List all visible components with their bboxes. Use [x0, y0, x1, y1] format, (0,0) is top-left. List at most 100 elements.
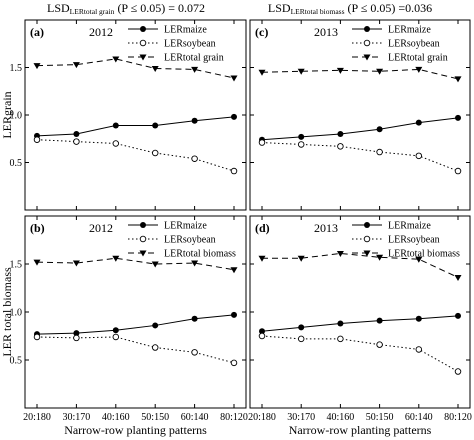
data-point [230, 167, 238, 175]
data-point [230, 75, 238, 82]
data-point [376, 68, 384, 75]
data-point [112, 122, 119, 129]
legend-label: LERsoybean [164, 235, 216, 246]
x-axis-title: Narrow-row planting patterns [289, 423, 432, 437]
data-point [415, 256, 423, 263]
header-lsd-right: LSDLERtotal biomass (P ≤ 0.05) =0.036 [268, 1, 432, 16]
legend-marker [139, 39, 147, 47]
legend-label: LERsoybean [388, 235, 440, 246]
legend-entry: LERtotal grain [352, 53, 448, 64]
legend-label: LERmaize [388, 221, 431, 232]
series-0 [259, 312, 461, 335]
data-point [258, 69, 266, 76]
data-point [191, 260, 199, 267]
legend-label: LERtotal biomass [164, 249, 236, 260]
data-point [454, 274, 462, 281]
x-tick-label: 50:150 [141, 412, 169, 423]
y-tick-label: 1.5 [10, 63, 23, 74]
series-line [36, 314, 235, 335]
data-point [336, 67, 344, 74]
data-point [454, 167, 462, 175]
data-point [72, 62, 80, 69]
data-point [258, 332, 266, 340]
x-axis-title: Narrow-row planting patterns [64, 423, 207, 437]
data-point [73, 334, 80, 342]
legend-label: LERtotal biomass [388, 249, 460, 260]
panel-b: 0.5 1.0 1.5 20:180 30:170 40:160 50:150 60:140 8… [0, 215, 248, 437]
series-line [261, 142, 459, 172]
legend-entry: LERtotal biomass [128, 249, 236, 260]
x-tick-label: 80:120 [444, 412, 472, 423]
legend-entry: LERsoybean [352, 235, 440, 246]
data-point [230, 359, 238, 367]
series-line [36, 116, 235, 137]
legend-entry: LERmaize [128, 221, 207, 232]
legend-marker [363, 235, 371, 243]
series-0 [259, 114, 461, 143]
legend-marker [363, 250, 371, 257]
y-tick-label: 0.5 [10, 356, 23, 367]
data-point [376, 254, 384, 261]
data-point [151, 149, 159, 157]
panel-letter: (b) [30, 221, 45, 235]
y-axis-title: LER total biomass [0, 267, 14, 357]
data-point [298, 324, 305, 331]
series-line [262, 252, 459, 278]
data-point [337, 335, 344, 343]
data-point [231, 311, 237, 318]
x-tick-label: 30:170 [287, 412, 315, 423]
data-point [112, 333, 120, 341]
y-tick-label: 1.5 [10, 260, 23, 271]
legend-label: LERsoybean [164, 39, 216, 50]
series-line [261, 315, 459, 332]
y-tick-label: 0.5 [10, 158, 23, 169]
data-point [230, 267, 238, 274]
data-point [33, 259, 41, 266]
data-point [297, 255, 305, 262]
data-point [298, 133, 305, 140]
series-2 [258, 250, 462, 281]
data-point [112, 255, 120, 262]
legend-label: LERmaize [388, 25, 431, 36]
data-point [231, 113, 237, 120]
legend-label: LERmaize [164, 221, 207, 232]
legend-marker [363, 54, 371, 61]
y-tick-label: 1.0 [10, 308, 23, 319]
data-point [259, 328, 265, 335]
legend-marker [139, 235, 147, 243]
data-point [297, 141, 305, 148]
data-point [191, 155, 198, 162]
data-point [191, 315, 198, 322]
data-point [33, 136, 41, 143]
legend-entry: LERsoybean [128, 235, 216, 246]
year-label: 2012 [89, 221, 113, 235]
legend-marker [139, 250, 147, 257]
series-line [36, 257, 235, 271]
year-label: 2013 [314, 221, 338, 235]
series-1 [33, 136, 238, 175]
data-point [415, 315, 422, 322]
data-point [337, 320, 344, 327]
data-point [72, 260, 80, 267]
data-point [297, 335, 305, 343]
data-point [415, 66, 423, 73]
x-tick-label: 60:140 [405, 412, 433, 423]
data-point [73, 330, 80, 337]
data-point [112, 140, 120, 147]
data-point [151, 65, 159, 72]
data-point [337, 143, 344, 150]
series-line [36, 139, 235, 172]
data-point [258, 255, 266, 262]
data-point [415, 346, 423, 353]
x-tick-label: 80:120 [220, 412, 248, 423]
legend-marker [139, 54, 147, 61]
data-point [376, 148, 383, 156]
legend-entry: LERmaize [128, 25, 207, 36]
legend-marker [364, 26, 370, 32]
data-point [152, 122, 159, 129]
series-1 [33, 333, 238, 367]
data-point [191, 66, 199, 73]
data-point [33, 63, 41, 70]
series-2 [33, 56, 238, 82]
x-tick-label: 60:140 [181, 412, 209, 423]
